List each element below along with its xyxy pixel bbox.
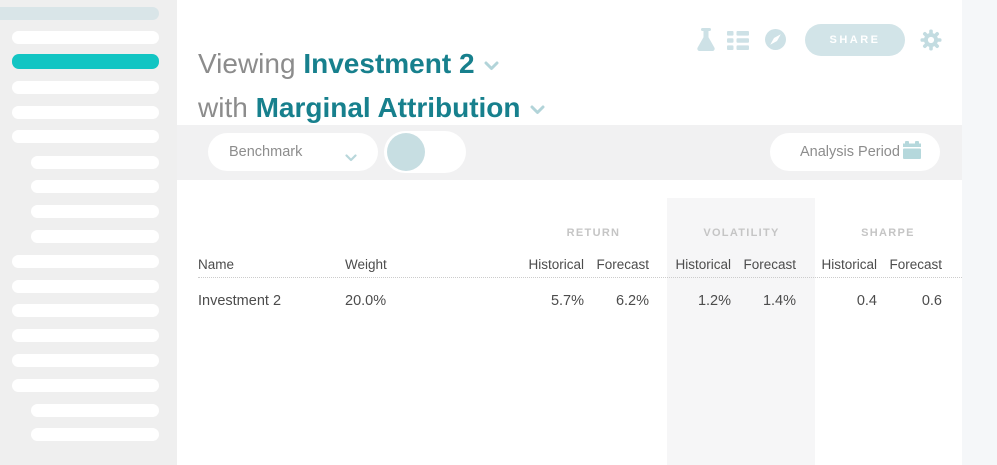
chevron-down-icon bbox=[345, 149, 357, 167]
gear-icon[interactable] bbox=[919, 28, 943, 57]
flask-icon[interactable] bbox=[695, 28, 717, 58]
right-edge-panel bbox=[962, 0, 997, 465]
sidebar-nav-subitem[interactable] bbox=[31, 428, 159, 441]
analysis-period-picker[interactable]: Analysis Period bbox=[770, 133, 940, 171]
row-weight: 20.0% bbox=[345, 293, 387, 309]
col-header-return-historical: Historical bbox=[528, 257, 584, 272]
row-name: Investment 2 bbox=[198, 293, 282, 309]
benchmark-dropdown[interactable]: Benchmark bbox=[208, 133, 378, 171]
list-view-icon[interactable] bbox=[727, 31, 749, 55]
col-header-weight: Weight bbox=[345, 257, 387, 272]
row-volatility-historical: 1.2% bbox=[697, 293, 731, 309]
attribution-selector-label: Marginal Attribution bbox=[255, 91, 521, 123]
row-return-historical: 5.7% bbox=[550, 293, 584, 309]
sidebar-nav-item-active[interactable] bbox=[12, 54, 159, 69]
chevron-down-icon bbox=[484, 41, 499, 83]
analysis-period-label: Analysis Period bbox=[800, 144, 900, 160]
investment-selector[interactable]: Investment 2 bbox=[303, 47, 499, 79]
compass-icon[interactable] bbox=[765, 29, 786, 55]
sidebar-nav-item[interactable] bbox=[12, 81, 159, 94]
viewing-prefix: Viewing bbox=[198, 47, 296, 79]
sidebar-nav-item[interactable] bbox=[12, 255, 159, 268]
toggle-knob bbox=[387, 133, 425, 171]
sidebar-nav-subitem[interactable] bbox=[31, 205, 159, 218]
col-header-volatility-forecast: Forecast bbox=[743, 257, 796, 272]
investment-selector-label: Investment 2 bbox=[303, 47, 475, 79]
table-group-return: RETURN bbox=[566, 227, 621, 239]
sidebar-nav-item[interactable] bbox=[12, 329, 159, 342]
col-header-sharpe-historical: Historical bbox=[821, 257, 877, 272]
sidebar-nav-subitem[interactable] bbox=[31, 180, 159, 193]
with-prefix: with bbox=[198, 91, 248, 123]
sidebar-nav-item[interactable] bbox=[12, 280, 159, 293]
col-header-sharpe-forecast: Forecast bbox=[889, 257, 942, 272]
benchmark-toggle[interactable] bbox=[384, 131, 466, 173]
calendar-icon bbox=[902, 140, 922, 164]
sidebar-nav-item[interactable] bbox=[12, 106, 159, 119]
col-header-volatility-historical: Historical bbox=[675, 257, 731, 272]
attribution-table: RETURN VOLATILITY SHARPE Name Weight His… bbox=[198, 198, 942, 309]
sidebar-nav-subitem[interactable] bbox=[31, 404, 159, 417]
row-return-forecast: 6.2% bbox=[615, 293, 649, 309]
col-header-name: Name bbox=[198, 257, 235, 272]
attribution-selector[interactable]: Marginal Attribution bbox=[256, 92, 545, 123]
sidebar-nav-item[interactable] bbox=[12, 354, 159, 367]
col-header-return-forecast: Forecast bbox=[596, 257, 649, 272]
chevron-down-icon bbox=[530, 85, 545, 127]
page-title: Viewing Investment 2 with Marginal Attri… bbox=[198, 41, 545, 129]
table-group-volatility: VOLATILITY bbox=[703, 227, 780, 239]
group-spacer bbox=[198, 198, 500, 255]
sidebar-nav-subitem[interactable] bbox=[31, 230, 159, 243]
volatility-column-highlight bbox=[667, 198, 815, 465]
table-group-sharpe: SHARPE bbox=[861, 227, 915, 239]
row-sharpe-forecast: 0.6 bbox=[921, 293, 942, 309]
share-button[interactable]: SHARE bbox=[805, 24, 905, 56]
sidebar-nav-item[interactable] bbox=[12, 31, 159, 44]
row-sharpe-historical: 0.4 bbox=[856, 293, 877, 309]
benchmark-dropdown-label: Benchmark bbox=[229, 144, 303, 160]
row-volatility-forecast: 1.4% bbox=[762, 293, 796, 309]
filter-bar: Benchmark Analysis Period bbox=[177, 125, 962, 180]
sidebar-nav-item[interactable] bbox=[12, 379, 159, 392]
sidebar bbox=[0, 0, 177, 465]
sidebar-nav-item[interactable] bbox=[12, 304, 159, 317]
sidebar-header-placeholder bbox=[0, 7, 159, 20]
table-header-separator bbox=[198, 277, 962, 278]
sidebar-nav-item[interactable] bbox=[12, 130, 159, 143]
sidebar-nav-subitem[interactable] bbox=[31, 156, 159, 169]
